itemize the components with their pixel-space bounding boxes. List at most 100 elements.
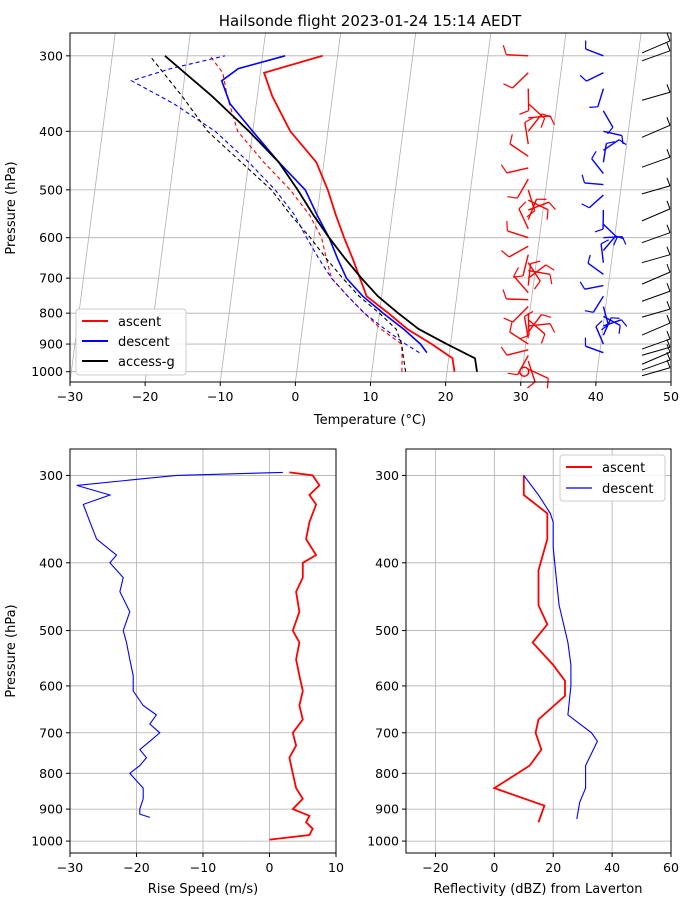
ascent-wind-barb-flag [518,201,527,210]
y-tick-label: 1000 [31,364,63,379]
ascent-dewpoint-line [209,55,403,372]
ascent-wind-barb [506,349,529,356]
x-tick-label: 0 [490,860,498,875]
ascent-wind-barb [508,245,529,258]
model-wind-barb-flag [666,283,671,292]
x-tick-label: 30 [513,389,529,404]
ascent-reflectivity-line [492,475,566,823]
model-wind-barb [641,40,671,54]
model-wind-barb [641,346,671,356]
isotherm-line [219,33,266,382]
model-wind-barb [641,322,671,336]
x-tick-label: −20 [123,860,149,875]
isotherm-line [445,33,492,382]
y-tick-label: 900 [39,337,63,352]
model-wind-barb-flag [666,246,671,255]
descent-wind-barb [600,243,605,263]
ascent-temperature-line [262,54,456,372]
x-tick-label: 10 [328,860,344,875]
legend-descent: descent [118,335,170,350]
descent-wind-barb-flag [587,254,591,264]
ascent-wind-barb [506,298,529,301]
descent-wind-barb [602,223,618,238]
y-tick-label: 400 [39,124,63,139]
descent-rise-speed-line [76,471,283,818]
ascent-wind-barb-flag [540,118,546,128]
ascent-wind-barb [527,103,546,119]
y-tick-label: 900 [39,802,63,817]
descent-wind-barb [586,72,604,82]
ascent-wind-barb-flag [507,196,518,199]
y-tick-label: 300 [39,48,63,63]
model-wind-barb-flag [666,300,671,310]
ascent-wind-barb-flag [500,346,508,356]
ascent-wind-barb [523,316,529,339]
descent-wind-barb-flag [606,141,615,145]
ascent-wind-barb [527,198,538,220]
ascent-wind-barb-flag [546,378,549,389]
ascent-wind-barb-flag [541,313,552,318]
wind-barbs [500,32,671,389]
x-tick-label: 10 [363,389,379,404]
descent-wind-barb-flag [618,325,621,334]
y-tick-label: 400 [39,555,63,570]
legend-ascent: ascent [602,461,645,476]
model-wind-barb [641,359,671,371]
y-tick-label: 500 [39,182,63,197]
ascent-wind-barb-flag [509,322,513,333]
model-wind-barb-flag [666,200,671,210]
skewt-legend: ascent descent access-g [75,308,187,376]
reflectivity-x-label: Reflectivity (dBZ) from Laverton [434,882,643,897]
calm-wind-marker [519,366,530,377]
reflectivity-plot-area [406,449,671,853]
descent-wind-barb [585,48,604,57]
ascent-wind-barb-flag [501,250,510,258]
descent-wind-barb-flag [584,310,594,313]
x-tick-label: −30 [57,860,83,875]
model-wind-barb-flag [666,149,671,158]
ascent-wind-barb [522,254,529,277]
rise-speed-y-label: Pressure (hPa) [4,604,19,697]
descent-wind-barb [602,143,608,163]
descent-wind-barb [602,306,609,326]
ascent-wind-barb [528,201,550,211]
ascent-wind-barb [507,230,529,239]
ascent-wind-barb [527,313,530,336]
rise-speed-panel: 300 400 500 600 700 800 900 1000 −30 −20 −10 0 10 Ri… [4,448,344,897]
descent-wind-barb-flag [620,319,628,327]
descent-wind-barb-flag [581,174,586,184]
x-tick-label: −20 [422,860,448,875]
y-tick-label: 1000 [31,834,63,849]
descent-wind-barb [602,235,617,251]
ascent-wind-barb [528,115,551,119]
ascent-wind-barb [524,122,529,145]
ascent-wind-barb [518,208,529,230]
model-wind-barb-flag [666,263,671,273]
x-tick-label: 0 [266,860,274,875]
model-wind-barb [641,254,671,264]
isotherm-line [595,33,642,382]
ascent-wind-barb-flag [519,110,529,115]
descent-reflectivity-line [523,475,599,820]
model-wind-barb [641,156,671,168]
y-tick-label: 700 [39,725,63,740]
y-tick-label: 800 [39,766,63,781]
reflectivity-legend: ascent descent [559,454,666,502]
model-wind-barb [641,351,671,365]
descent-wind-barb-flag [589,106,598,108]
skewt-x-label: Temperature (°C) [313,413,426,428]
model-wind-barb-flag [666,330,671,340]
model-wind-barb-flag [666,177,671,187]
reflectivity-data [492,475,599,823]
ascent-wind-barb-flag [502,289,507,300]
model-wind-barb-flag [666,117,671,126]
legend-ascent: ascent [118,315,161,330]
ascent-wind-barb [506,167,529,174]
skewt-data [130,54,478,372]
descent-wind-barb [591,158,604,175]
ascent-wind-barb-flag [549,274,553,285]
ascent-wind-barb [527,263,532,286]
model-wind-barb [641,367,671,377]
ascent-wind-barb-flag [549,115,556,126]
isotherm-line [670,378,671,382]
